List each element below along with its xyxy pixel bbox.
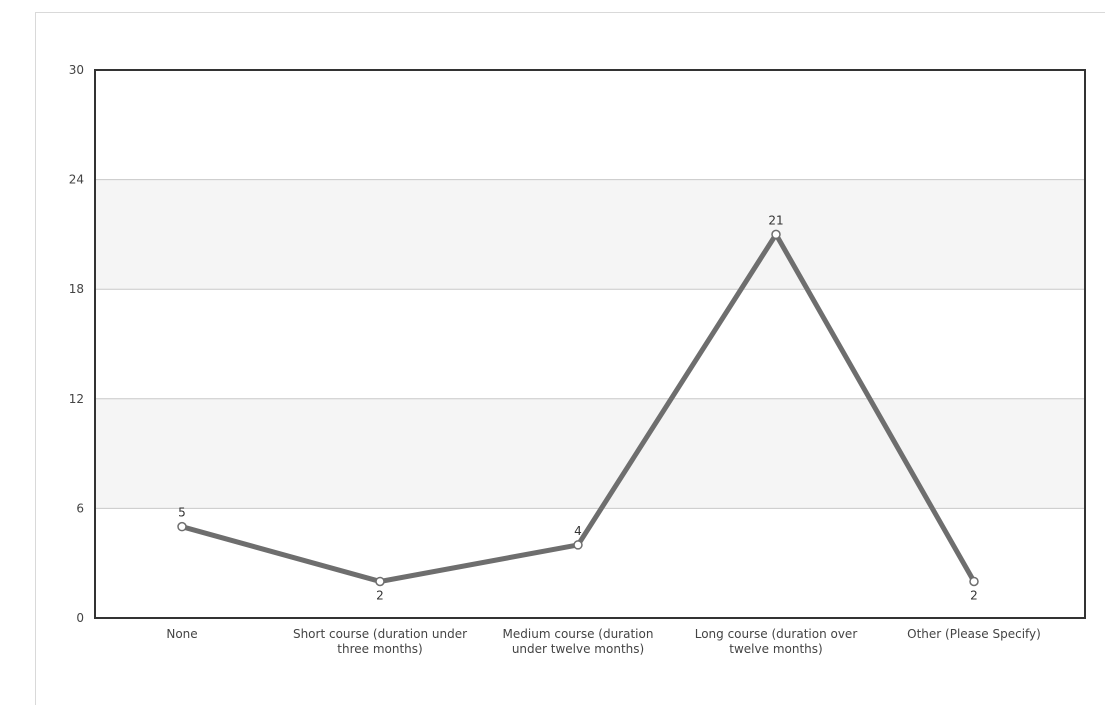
y-tick-label: 30: [69, 63, 84, 77]
y-tick-label: 18: [69, 282, 84, 296]
data-label: 21: [768, 213, 783, 227]
background-bands: [95, 179, 1085, 509]
x-category-label-line: three months): [337, 642, 422, 656]
x-category-label-line: twelve months): [729, 642, 822, 656]
data-label: 2: [970, 588, 978, 602]
y-tick-label: 0: [76, 611, 84, 625]
x-category-label: None: [166, 627, 197, 641]
y-axis-ticks: 0 6 12 18 24 30: [69, 63, 84, 625]
y-tick-label: 24: [69, 173, 84, 187]
y-tick-label: 6: [76, 501, 84, 515]
x-category-label-line: None: [166, 627, 197, 641]
data-point: [969, 576, 979, 587]
x-category-label: Medium course (duration under twelve mont…: [503, 627, 654, 656]
x-category-label-line: Long course (duration over: [695, 627, 858, 641]
data-point: [177, 521, 187, 532]
plot-border: [94, 69, 1086, 619]
x-category-label: Short course (duration under three months…: [293, 627, 467, 656]
band-1: [95, 398, 1085, 509]
data-point: [573, 540, 583, 550]
x-category-label-line: Other (Please Specify): [907, 627, 1041, 641]
markers: [177, 229, 979, 587]
y-tick-label: 12: [69, 392, 84, 406]
x-category-label: Long course (duration over twelve months): [695, 627, 858, 656]
x-axis-labels: None Short course (duration under three mo…: [166, 627, 1040, 656]
gridlines: [95, 179, 1085, 509]
data-label: 2: [376, 588, 384, 602]
data-labels: 5 2 4 21 2: [178, 213, 978, 602]
data-point: [771, 229, 781, 240]
data-label: 5: [178, 506, 186, 520]
x-category-label-line: Medium course (duration: [503, 627, 654, 641]
x-category-label-line: under twelve months): [512, 642, 644, 656]
band-3: [95, 179, 1085, 290]
chart-frame: [35, 12, 1105, 705]
data-point: [375, 576, 385, 587]
data-label: 4: [574, 524, 582, 538]
x-category-label-line: Short course (duration under: [293, 627, 467, 641]
x-category-label: Other (Please Specify): [907, 627, 1041, 641]
